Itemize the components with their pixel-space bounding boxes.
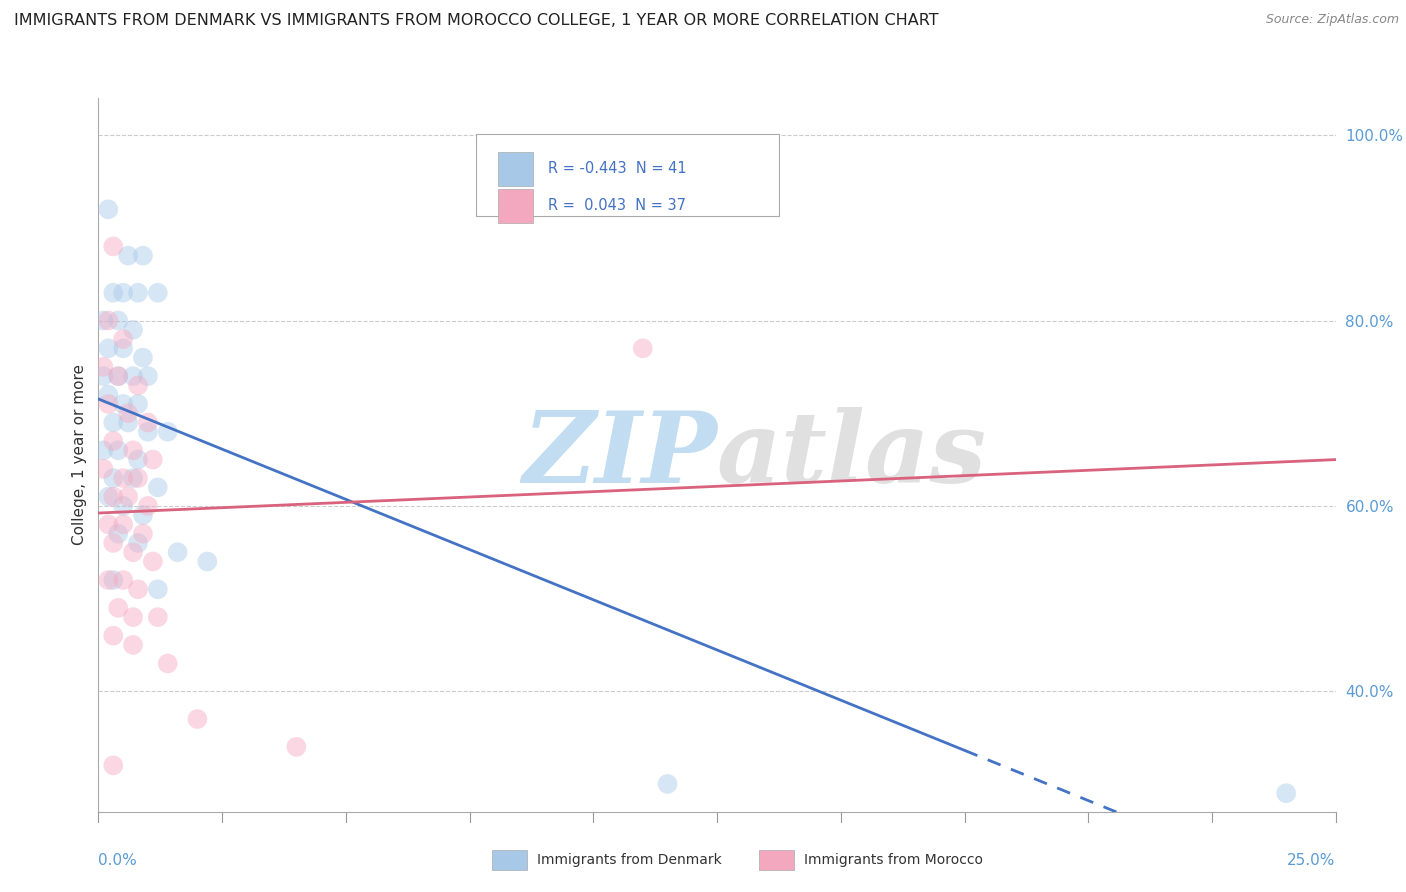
Point xyxy=(97,397,120,411)
Point xyxy=(132,508,155,523)
Point xyxy=(93,369,115,384)
Point xyxy=(122,443,145,458)
Point xyxy=(107,526,129,541)
Text: ZIP: ZIP xyxy=(522,407,717,503)
Point xyxy=(146,285,169,300)
Point xyxy=(103,434,125,448)
Point xyxy=(97,387,120,401)
Point xyxy=(103,285,125,300)
Point xyxy=(103,629,125,643)
Text: Immigrants from Morocco: Immigrants from Morocco xyxy=(804,853,983,867)
FancyBboxPatch shape xyxy=(475,134,779,216)
Text: R =  0.043  N = 37: R = 0.043 N = 37 xyxy=(547,198,686,213)
Point xyxy=(112,573,135,587)
Point xyxy=(122,471,145,485)
Point xyxy=(657,777,679,791)
Point xyxy=(142,554,165,568)
Point xyxy=(93,462,115,476)
Point xyxy=(122,369,145,384)
Point xyxy=(156,425,179,439)
Point xyxy=(142,452,165,467)
Point xyxy=(146,610,169,624)
Point xyxy=(132,249,155,263)
Point xyxy=(117,416,139,430)
Point xyxy=(117,249,139,263)
Point xyxy=(127,536,149,550)
Point xyxy=(127,452,149,467)
Text: R = -0.443  N = 41: R = -0.443 N = 41 xyxy=(547,161,686,177)
Point xyxy=(103,573,125,587)
Point xyxy=(136,369,159,384)
Point xyxy=(127,471,149,485)
Point xyxy=(122,323,145,337)
Point xyxy=(107,369,129,384)
Point xyxy=(97,517,120,532)
Point xyxy=(107,313,129,327)
Point xyxy=(112,471,135,485)
Point xyxy=(156,657,179,671)
Point xyxy=(112,397,135,411)
Point xyxy=(103,758,125,772)
Point xyxy=(117,490,139,504)
Point xyxy=(146,480,169,494)
Text: 25.0%: 25.0% xyxy=(1288,854,1336,869)
Point xyxy=(132,351,155,365)
Point xyxy=(97,573,120,587)
Text: atlas: atlas xyxy=(717,407,987,503)
Point xyxy=(112,517,135,532)
Text: IMMIGRANTS FROM DENMARK VS IMMIGRANTS FROM MOROCCO COLLEGE, 1 YEAR OR MORE CORRE: IMMIGRANTS FROM DENMARK VS IMMIGRANTS FR… xyxy=(14,13,939,29)
Point xyxy=(136,499,159,513)
Point xyxy=(122,638,145,652)
Point xyxy=(132,526,155,541)
Text: 0.0%: 0.0% xyxy=(98,854,138,869)
Point xyxy=(122,545,145,559)
FancyBboxPatch shape xyxy=(498,152,533,186)
Point xyxy=(127,285,149,300)
Point xyxy=(97,202,120,217)
Y-axis label: College, 1 year or more: College, 1 year or more xyxy=(72,365,87,545)
Point xyxy=(127,378,149,392)
Point xyxy=(97,342,120,356)
Point xyxy=(97,490,120,504)
Point xyxy=(107,443,129,458)
Point xyxy=(136,416,159,430)
Point xyxy=(97,313,120,327)
Point xyxy=(117,406,139,420)
Point xyxy=(285,739,308,754)
Point xyxy=(166,545,188,559)
Point xyxy=(93,313,115,327)
Point xyxy=(93,443,115,458)
Point xyxy=(136,425,159,439)
Point xyxy=(631,342,654,356)
Point xyxy=(112,285,135,300)
Point xyxy=(103,490,125,504)
Point xyxy=(107,369,129,384)
Point xyxy=(122,610,145,624)
Point xyxy=(112,499,135,513)
Point xyxy=(93,359,115,374)
Point xyxy=(103,239,125,253)
Text: Immigrants from Denmark: Immigrants from Denmark xyxy=(537,853,721,867)
Text: Source: ZipAtlas.com: Source: ZipAtlas.com xyxy=(1265,13,1399,27)
Point xyxy=(195,554,218,568)
Point xyxy=(186,712,208,726)
Point xyxy=(112,332,135,346)
Point xyxy=(112,342,135,356)
Point xyxy=(103,471,125,485)
Point xyxy=(127,582,149,597)
Point xyxy=(146,582,169,597)
Point xyxy=(127,397,149,411)
Point xyxy=(103,536,125,550)
FancyBboxPatch shape xyxy=(498,189,533,223)
Point xyxy=(1275,786,1298,800)
Point xyxy=(107,600,129,615)
Point xyxy=(103,416,125,430)
